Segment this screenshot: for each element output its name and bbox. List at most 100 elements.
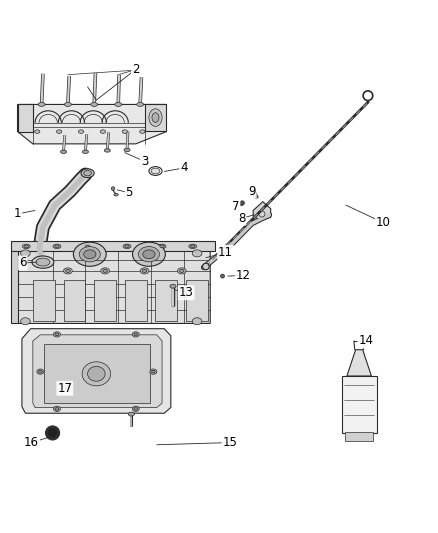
Ellipse shape bbox=[103, 269, 107, 272]
Bar bbox=[342, 376, 377, 433]
Text: 9: 9 bbox=[248, 184, 256, 198]
Ellipse shape bbox=[39, 370, 42, 373]
Text: 5: 5 bbox=[126, 187, 133, 199]
Ellipse shape bbox=[158, 244, 166, 248]
Ellipse shape bbox=[132, 406, 139, 411]
Ellipse shape bbox=[202, 263, 209, 270]
Ellipse shape bbox=[82, 362, 110, 386]
Bar bbox=[94, 280, 116, 321]
Polygon shape bbox=[44, 344, 150, 403]
Text: 13: 13 bbox=[179, 286, 194, 300]
Ellipse shape bbox=[192, 318, 202, 325]
Ellipse shape bbox=[53, 244, 61, 248]
Ellipse shape bbox=[60, 150, 67, 154]
Ellipse shape bbox=[32, 256, 54, 268]
Polygon shape bbox=[253, 201, 271, 221]
Polygon shape bbox=[11, 251, 18, 324]
Ellipse shape bbox=[134, 333, 138, 336]
Ellipse shape bbox=[84, 250, 96, 259]
Ellipse shape bbox=[53, 406, 60, 411]
Polygon shape bbox=[347, 350, 371, 376]
Ellipse shape bbox=[151, 168, 160, 174]
Ellipse shape bbox=[66, 269, 70, 272]
Ellipse shape bbox=[53, 332, 60, 337]
Polygon shape bbox=[18, 104, 166, 144]
Ellipse shape bbox=[138, 247, 159, 262]
Ellipse shape bbox=[24, 245, 28, 248]
Text: 2: 2 bbox=[132, 63, 140, 76]
Bar bbox=[186, 280, 208, 321]
Bar bbox=[33, 280, 55, 321]
Ellipse shape bbox=[73, 242, 106, 266]
Ellipse shape bbox=[152, 113, 159, 123]
Ellipse shape bbox=[128, 412, 134, 416]
Text: 3: 3 bbox=[141, 155, 148, 168]
Ellipse shape bbox=[170, 284, 176, 288]
Ellipse shape bbox=[115, 102, 122, 107]
Ellipse shape bbox=[149, 109, 162, 126]
Ellipse shape bbox=[57, 130, 62, 133]
Ellipse shape bbox=[37, 369, 44, 374]
Ellipse shape bbox=[55, 408, 59, 410]
Ellipse shape bbox=[35, 130, 40, 133]
Ellipse shape bbox=[81, 169, 94, 177]
Text: 10: 10 bbox=[376, 216, 391, 229]
Ellipse shape bbox=[46, 426, 60, 440]
Ellipse shape bbox=[64, 268, 72, 274]
Ellipse shape bbox=[55, 245, 59, 248]
Ellipse shape bbox=[78, 130, 84, 133]
Polygon shape bbox=[251, 190, 258, 199]
Ellipse shape bbox=[123, 244, 131, 248]
Ellipse shape bbox=[180, 269, 184, 272]
Ellipse shape bbox=[22, 244, 30, 248]
Ellipse shape bbox=[192, 250, 202, 257]
Text: 14: 14 bbox=[358, 335, 373, 348]
Text: 7: 7 bbox=[232, 200, 240, 213]
Polygon shape bbox=[145, 104, 166, 131]
Text: 12: 12 bbox=[236, 269, 251, 282]
Ellipse shape bbox=[85, 245, 90, 248]
Text: 6: 6 bbox=[19, 256, 27, 270]
Ellipse shape bbox=[101, 268, 110, 274]
Ellipse shape bbox=[134, 408, 138, 410]
Bar bbox=[345, 432, 373, 441]
Ellipse shape bbox=[140, 130, 145, 133]
Text: 8: 8 bbox=[238, 212, 245, 225]
Bar bbox=[64, 280, 85, 321]
Ellipse shape bbox=[191, 245, 195, 248]
Polygon shape bbox=[11, 241, 215, 251]
Ellipse shape bbox=[38, 102, 45, 107]
Ellipse shape bbox=[88, 366, 105, 381]
Text: 11: 11 bbox=[218, 246, 233, 259]
Ellipse shape bbox=[152, 370, 155, 373]
Ellipse shape bbox=[143, 250, 155, 259]
Ellipse shape bbox=[240, 201, 244, 205]
Ellipse shape bbox=[150, 369, 157, 374]
Bar bbox=[155, 280, 177, 321]
Ellipse shape bbox=[137, 102, 144, 107]
Ellipse shape bbox=[142, 269, 147, 272]
Ellipse shape bbox=[36, 258, 50, 266]
Ellipse shape bbox=[124, 148, 130, 152]
Ellipse shape bbox=[84, 171, 92, 176]
Ellipse shape bbox=[91, 102, 98, 107]
Ellipse shape bbox=[140, 268, 149, 274]
Ellipse shape bbox=[100, 130, 106, 133]
Text: 1: 1 bbox=[14, 207, 21, 221]
Polygon shape bbox=[33, 335, 162, 408]
Bar bbox=[125, 280, 147, 321]
Ellipse shape bbox=[84, 244, 92, 248]
Ellipse shape bbox=[122, 130, 127, 133]
Polygon shape bbox=[18, 243, 210, 324]
Ellipse shape bbox=[132, 242, 166, 266]
Ellipse shape bbox=[189, 244, 197, 248]
Ellipse shape bbox=[104, 149, 110, 152]
Polygon shape bbox=[22, 329, 171, 413]
Ellipse shape bbox=[79, 247, 100, 262]
Ellipse shape bbox=[55, 333, 59, 336]
Text: 17: 17 bbox=[57, 382, 72, 395]
Ellipse shape bbox=[132, 332, 139, 337]
Ellipse shape bbox=[111, 187, 115, 190]
Ellipse shape bbox=[64, 102, 71, 107]
Ellipse shape bbox=[82, 150, 88, 154]
